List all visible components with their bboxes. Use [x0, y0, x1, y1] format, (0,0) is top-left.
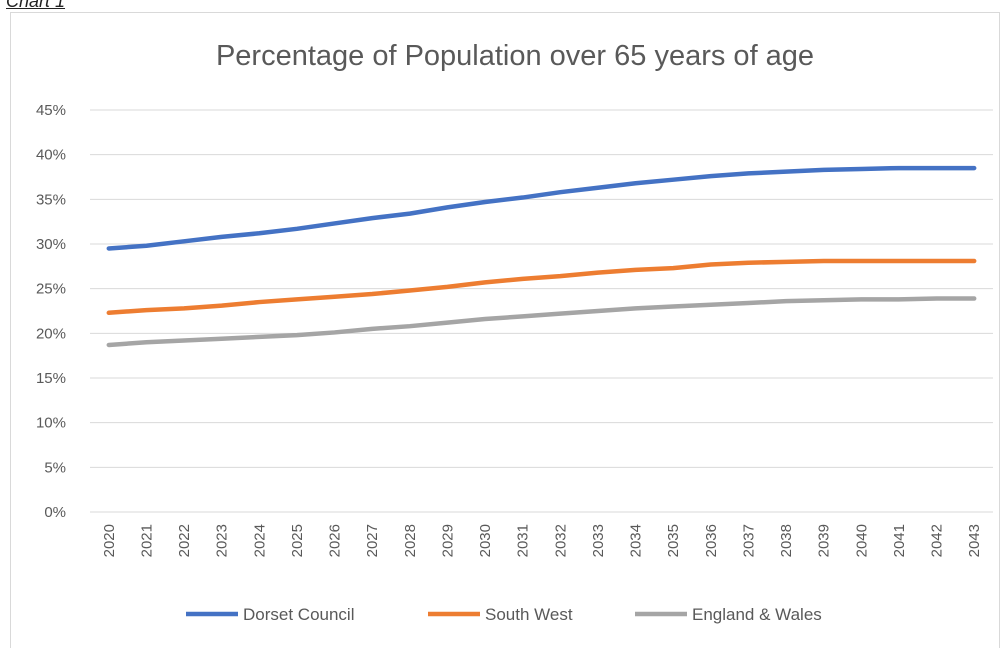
x-axis-ticks: 2020 2021 2022 2023 2024 2025 2026 2027 2028 2029… — [101, 524, 983, 557]
x-tick-label: 2025 — [289, 524, 306, 557]
y-tick-label: 15% — [36, 370, 66, 387]
x-tick-label: 2034 — [628, 524, 645, 557]
chart-caption: Chart 1 — [6, 0, 66, 11]
x-tick-label: 2031 — [515, 524, 532, 557]
y-tick-label: 20% — [36, 325, 66, 342]
y-tick-label: 35% — [36, 191, 66, 208]
series-line — [106, 258, 977, 316]
x-tick-label: 2043 — [966, 524, 983, 557]
legend-label: Dorset Council — [243, 605, 355, 624]
x-tick-label: 2021 — [138, 524, 155, 557]
chart-frame — [10, 12, 1000, 648]
x-tick-label: 2038 — [778, 524, 795, 557]
y-tick-label: 40% — [36, 147, 66, 164]
x-tick-label: 2042 — [929, 524, 946, 557]
x-tick-label: 2028 — [402, 524, 419, 557]
legend-label: South West — [485, 605, 573, 624]
x-tick-label: 2039 — [816, 524, 833, 557]
x-tick-label: 2022 — [176, 524, 193, 557]
x-tick-label: 2030 — [477, 524, 494, 557]
y-tick-label: 5% — [44, 459, 66, 476]
chart-title: Percentage of Population over 65 years o… — [215, 40, 815, 72]
y-tick-label: 45% — [36, 102, 66, 119]
x-tick-label: 2026 — [327, 524, 344, 557]
x-tick-label: 2035 — [665, 524, 682, 557]
y-axis-ticks: 0% 5% 10% 15% 20% 25% 30% 35% 40% 45% — [36, 102, 66, 521]
series-line — [106, 296, 977, 348]
x-tick-label: 2037 — [740, 524, 757, 557]
gridlines — [90, 109, 993, 513]
x-tick-label: 2027 — [364, 524, 381, 557]
y-tick-label: 25% — [36, 281, 66, 298]
x-tick-label: 2023 — [214, 524, 231, 557]
x-tick-label: 2032 — [552, 524, 569, 557]
legend: Dorset Council South West England & Wales — [186, 605, 822, 624]
x-tick-label: 2040 — [853, 524, 870, 557]
x-tick-label: 2036 — [703, 524, 720, 557]
x-tick-label: 2033 — [590, 524, 607, 557]
y-tick-label: 30% — [36, 236, 66, 253]
x-tick-label: 2041 — [891, 524, 908, 557]
series-line — [106, 165, 977, 251]
x-tick-label: 2020 — [101, 524, 118, 557]
y-tick-label: 10% — [36, 415, 66, 432]
legend-label: England & Wales — [692, 605, 822, 624]
x-tick-label: 2029 — [439, 524, 456, 557]
series-lines — [106, 165, 977, 348]
y-tick-label: 0% — [44, 504, 66, 521]
x-tick-label: 2024 — [251, 524, 268, 557]
